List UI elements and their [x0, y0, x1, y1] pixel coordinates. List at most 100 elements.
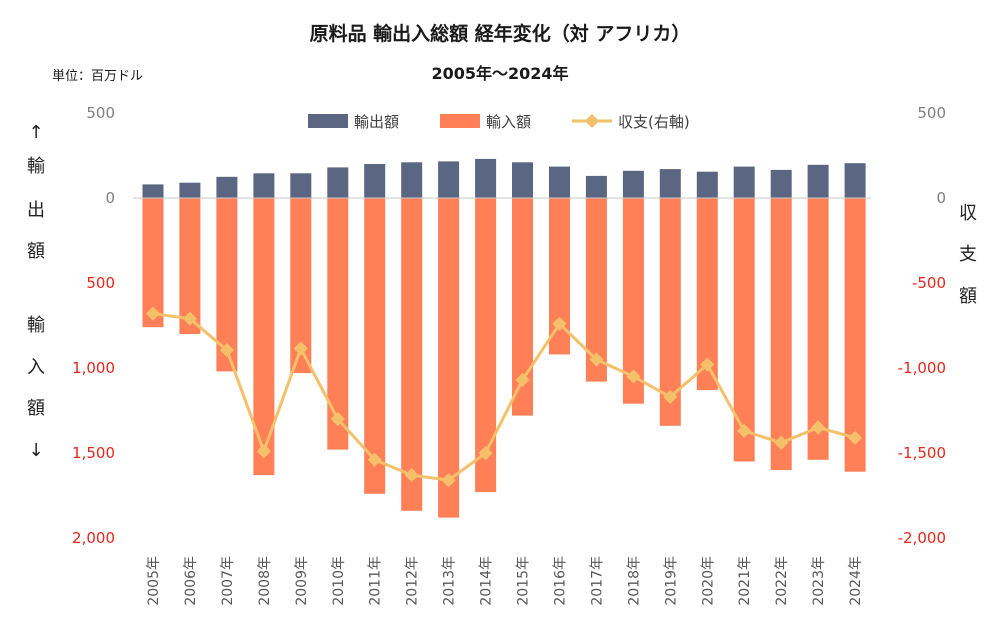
balance-line — [152, 312, 856, 482]
balance-point — [182, 311, 197, 326]
balance-point — [330, 411, 345, 427]
right-axis-title-char: 支 — [959, 244, 977, 265]
export-bar — [179, 182, 201, 198]
x-tick-label: 2012年 — [405, 556, 421, 606]
x-tick-label: 2022年 — [774, 556, 790, 606]
left-axis: 500 0 500 1,000 1,500 2,000 — [72, 104, 115, 547]
x-tick-label: 2007年 — [220, 556, 236, 606]
balance-point — [256, 444, 271, 459]
export-bar — [659, 169, 681, 198]
x-axis: 2005年 2006年 2007年 2008年 2009年 2010年 2011年 2012年… — [146, 556, 864, 606]
balance-point — [515, 372, 530, 387]
left-tick-label: 500 — [86, 104, 115, 122]
right-axis: 500 0 -500 -1,000 -1,500 -2,000 — [898, 104, 946, 547]
legend-import-label: 輸入額 — [486, 113, 531, 131]
left-axis-title-char: 輸 — [27, 156, 45, 177]
import-bar — [733, 198, 755, 462]
export-bar — [807, 164, 829, 198]
legend-export-label: 輸出額 — [354, 113, 399, 131]
left-tick-label: 1,500 — [72, 444, 115, 462]
import-bar — [807, 198, 829, 460]
x-tick-label: 2014年 — [479, 556, 495, 606]
import-bar — [512, 198, 533, 416]
right-axis-title-char: 額 — [959, 286, 977, 307]
legend-export-swatch — [308, 114, 348, 128]
balance-point — [737, 423, 752, 438]
right-tick-label: -500 — [912, 274, 946, 292]
plot-area — [133, 158, 871, 518]
x-tick-label: 2021年 — [737, 556, 753, 606]
balance-point — [441, 473, 456, 488]
import-bar — [179, 198, 201, 334]
export-bar — [585, 175, 607, 198]
chart-subtitle: 2005年～2024年 — [431, 64, 568, 83]
export-bar — [696, 171, 718, 198]
export-bar — [142, 184, 164, 198]
balance-point — [367, 452, 382, 467]
import-bar — [659, 198, 681, 426]
legend-balance-marker — [584, 113, 600, 129]
x-tick-label: 2006年 — [183, 556, 199, 606]
right-tick-label: 500 — [917, 104, 946, 122]
left-axis-title-char: 額 — [27, 398, 45, 419]
export-bar — [844, 163, 866, 198]
chart-title: 原料品 輸出入総額 経年変化（対 アフリカ） — [310, 22, 691, 45]
left-axis-title-char: ↓ — [28, 440, 43, 461]
legend-import-swatch — [440, 114, 480, 128]
import-bar — [696, 198, 718, 391]
balance-point — [478, 445, 493, 461]
x-tick-label: 2009年 — [294, 556, 310, 606]
x-tick-label: 2017年 — [589, 556, 605, 606]
import-bar — [216, 198, 238, 372]
x-tick-label: 2013年 — [442, 556, 458, 606]
balance-point — [552, 316, 567, 331]
x-tick-label: 2019年 — [663, 556, 679, 606]
export-bar — [622, 170, 644, 198]
balance-point — [589, 352, 604, 367]
balance-point — [404, 468, 419, 483]
balance-point — [848, 430, 863, 445]
export-bar — [290, 173, 312, 198]
right-tick-label: 0 — [936, 189, 946, 207]
x-tick-label: 2016年 — [553, 556, 569, 606]
x-tick-label: 2023年 — [811, 556, 827, 606]
import-bar — [844, 198, 866, 472]
right-axis-title: 収支額 — [959, 203, 977, 307]
balance-point — [811, 420, 826, 435]
left-axis-title-char: 出 — [27, 200, 45, 221]
left-tick-label: 0 — [105, 189, 115, 207]
export-bar — [549, 166, 570, 198]
right-tick-label: -1,500 — [898, 444, 946, 462]
import-bar — [253, 198, 275, 476]
right-tick-label: -1,000 — [898, 359, 946, 377]
export-bar — [253, 173, 275, 198]
left-axis-title-char: 輸 — [27, 315, 45, 336]
legend: 輸出額 輸入額 収支(右軸) — [308, 113, 690, 131]
import-bar — [438, 198, 460, 518]
import-bar — [622, 198, 644, 404]
x-tick-label: 2010年 — [331, 556, 347, 606]
right-tick-label: -2,000 — [898, 529, 946, 547]
x-tick-label: 2005年 — [146, 556, 162, 606]
import-bar — [327, 198, 349, 450]
export-bar — [327, 167, 349, 198]
balance-point — [145, 306, 161, 321]
balance-point — [774, 435, 789, 450]
export-bar — [770, 169, 792, 198]
balance-point — [219, 343, 234, 358]
left-axis-title-char: 入 — [27, 357, 45, 378]
right-axis-title-char: 収 — [959, 203, 977, 224]
export-bar — [216, 176, 238, 199]
x-tick-label: 2020年 — [700, 556, 716, 606]
import-bar — [585, 198, 607, 382]
left-axis-title-char: 額 — [27, 241, 45, 262]
x-tick-label: 2015年 — [516, 556, 532, 606]
import-bar — [770, 198, 792, 470]
legend-balance-label: 収支(右軸) — [618, 113, 690, 131]
left-tick-label: 500 — [86, 274, 115, 292]
import-bar — [290, 198, 312, 374]
x-tick-label: 2018年 — [626, 556, 642, 606]
import-bar — [549, 198, 570, 355]
